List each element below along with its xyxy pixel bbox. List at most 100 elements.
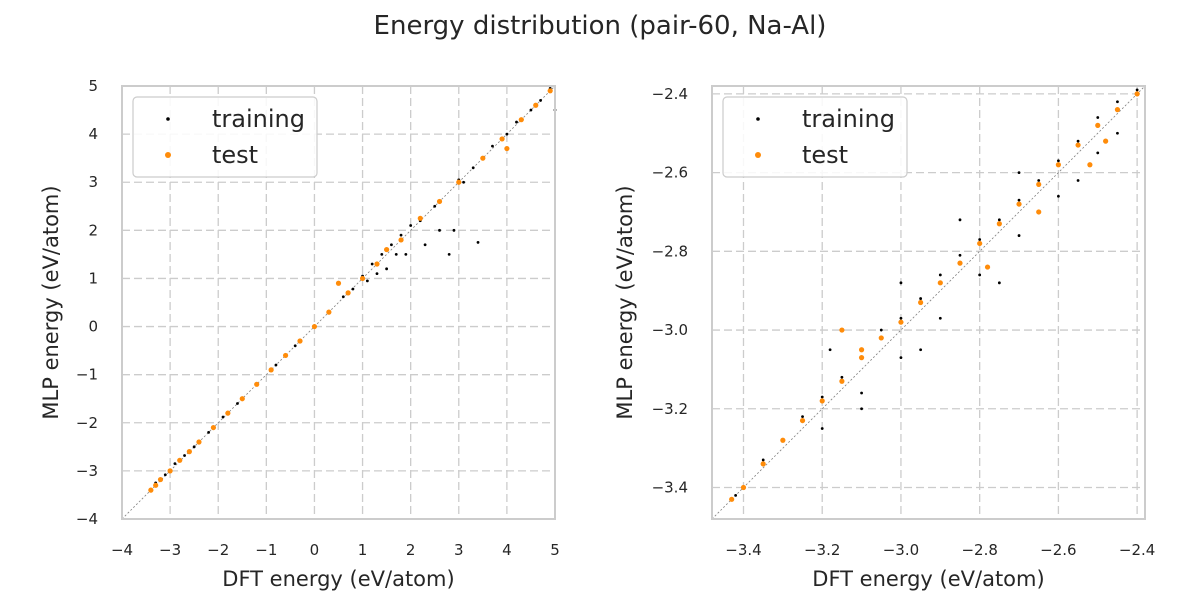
test-point	[533, 102, 539, 108]
training-point	[438, 228, 441, 232]
test-point	[799, 417, 806, 424]
test-point	[311, 323, 318, 330]
y-tick-label: −1	[76, 366, 98, 384]
training-point	[958, 253, 962, 257]
training-point	[860, 407, 863, 411]
test-point	[326, 309, 332, 315]
training-point	[341, 295, 345, 299]
legend-label-test: test	[802, 141, 848, 169]
y-tick-label: 3	[88, 173, 98, 191]
training-point	[404, 252, 408, 256]
training-point	[1017, 198, 1021, 202]
test-point	[898, 319, 904, 325]
training-point	[236, 402, 239, 405]
y-tick-label: 0	[88, 318, 98, 336]
y-axis-label: MLP energy (eV/atom)	[39, 185, 63, 419]
training-series	[734, 88, 1139, 497]
test-point	[225, 410, 231, 416]
training-point	[390, 243, 393, 247]
training-point	[1057, 159, 1060, 163]
training-point	[978, 238, 982, 241]
training-point	[221, 415, 225, 419]
test-point	[1075, 142, 1081, 148]
training-point	[409, 224, 413, 227]
test-point	[878, 335, 884, 341]
training-point	[452, 228, 456, 232]
x-axis-label: DFT energy (eV/atom)	[222, 567, 454, 591]
test-point	[359, 275, 366, 282]
right-energy-scatter-panel: −3.4 −3.2 −3.0 −2.8 −2.6 −2.4 −3.4 −3.2 −3.0 −2.8…	[613, 85, 1155, 591]
training-point	[1096, 116, 1100, 119]
x-tick-label: −3.4	[725, 541, 761, 559]
training-point	[529, 108, 533, 112]
x-tick-label: 5	[550, 541, 560, 559]
test-point	[345, 290, 351, 296]
legend: training test	[722, 96, 908, 178]
training-point	[515, 120, 518, 124]
test-point	[858, 355, 865, 361]
test-point	[210, 424, 217, 431]
training-point	[293, 344, 297, 348]
test-point	[297, 338, 303, 344]
test-point	[1055, 162, 1061, 168]
training-point	[471, 166, 475, 170]
training-point	[399, 233, 403, 237]
training-point	[1017, 234, 1021, 237]
test-point	[1134, 91, 1140, 97]
training-point	[385, 267, 389, 271]
training-point	[173, 462, 177, 466]
training-point	[1116, 131, 1119, 135]
training-point	[1076, 139, 1080, 143]
legend-marker-training	[166, 117, 170, 121]
test-point	[740, 484, 747, 491]
x-tick-label: 1	[358, 541, 368, 559]
training-point	[1057, 194, 1060, 198]
training-point	[207, 431, 211, 434]
training-point	[462, 180, 465, 184]
training-point	[1096, 151, 1100, 155]
training-point	[365, 279, 369, 283]
x-tick-label: −2.6	[1040, 541, 1076, 559]
legend-label-training: training	[802, 105, 895, 133]
training-point	[380, 252, 384, 256]
test-point	[456, 179, 462, 185]
training-point	[938, 273, 942, 277]
y-tick-label: −2	[76, 414, 98, 432]
test-point	[996, 221, 1002, 227]
training-point	[183, 454, 186, 457]
test-point	[760, 461, 766, 467]
training-point	[1135, 88, 1139, 92]
training-point	[820, 427, 824, 430]
training-point	[370, 262, 374, 266]
y-tick-label: −3.2	[652, 400, 688, 418]
test-point	[518, 117, 524, 123]
training-point	[447, 252, 451, 256]
x-tick-label: −1	[255, 541, 277, 559]
y-tick-label: −3.4	[652, 479, 688, 497]
axes-frame	[711, 85, 1146, 520]
y-tick-label: −3	[76, 462, 98, 480]
y-tick-label: −2.4	[652, 85, 688, 103]
x-tick-label: 4	[502, 541, 512, 559]
x-tick-label: −3.2	[804, 541, 840, 559]
training-point	[476, 240, 480, 244]
test-point	[1114, 107, 1121, 113]
test-point	[547, 88, 553, 94]
legend-label-training: training	[212, 105, 305, 133]
x-tick-label: −3.0	[883, 541, 919, 559]
training-point	[879, 328, 883, 332]
x-tick-label: 3	[454, 541, 464, 559]
test-point	[148, 487, 154, 493]
y-tick-label: 2	[88, 221, 98, 239]
test-point	[282, 352, 289, 359]
test-point	[1103, 138, 1109, 144]
legend-marker-test	[165, 152, 171, 158]
training-point	[491, 144, 494, 148]
test-point	[499, 136, 505, 142]
test-point	[398, 237, 404, 243]
training-point	[919, 297, 923, 300]
training-point	[539, 99, 542, 102]
training-point	[899, 356, 903, 360]
